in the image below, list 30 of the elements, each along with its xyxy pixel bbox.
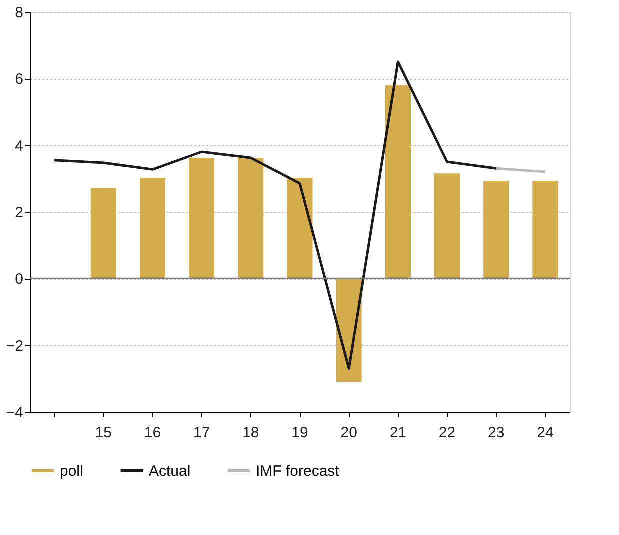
bar (532, 181, 558, 279)
bar (140, 178, 166, 279)
bar (434, 174, 460, 279)
y-tick-label: 6 (15, 71, 24, 88)
x-tick-label: 20 (340, 424, 358, 442)
bar (484, 181, 510, 279)
legend-label: IMF forecast (256, 463, 340, 480)
x-tick-label: 18 (242, 424, 260, 442)
y-tick-label: −2 (6, 338, 24, 355)
bar (189, 158, 215, 279)
bar (287, 178, 313, 279)
bar (238, 158, 264, 279)
x-tick-label: 22 (438, 424, 456, 442)
legend-label: poll (60, 463, 84, 480)
line-series (53, 60, 498, 370)
y-tick-label: 8 (15, 4, 24, 22)
x-tick-label: 16 (144, 424, 162, 442)
y-tick-label: −4 (6, 404, 24, 422)
x-tick-label: 24 (537, 424, 554, 442)
y-tick-label: 4 (15, 138, 24, 155)
bar (385, 85, 411, 279)
x-tick-label: 17 (193, 424, 210, 442)
legend-label: Actual (149, 463, 191, 480)
x-tick-label: 23 (488, 424, 505, 442)
x-tick-label: 21 (390, 424, 407, 442)
x-tick-label: 19 (292, 424, 308, 442)
bar (90, 188, 116, 279)
y-tick-label: 2 (15, 204, 24, 222)
y-tick-label: 0 (15, 271, 24, 288)
x-tick-label: 15 (95, 424, 112, 442)
